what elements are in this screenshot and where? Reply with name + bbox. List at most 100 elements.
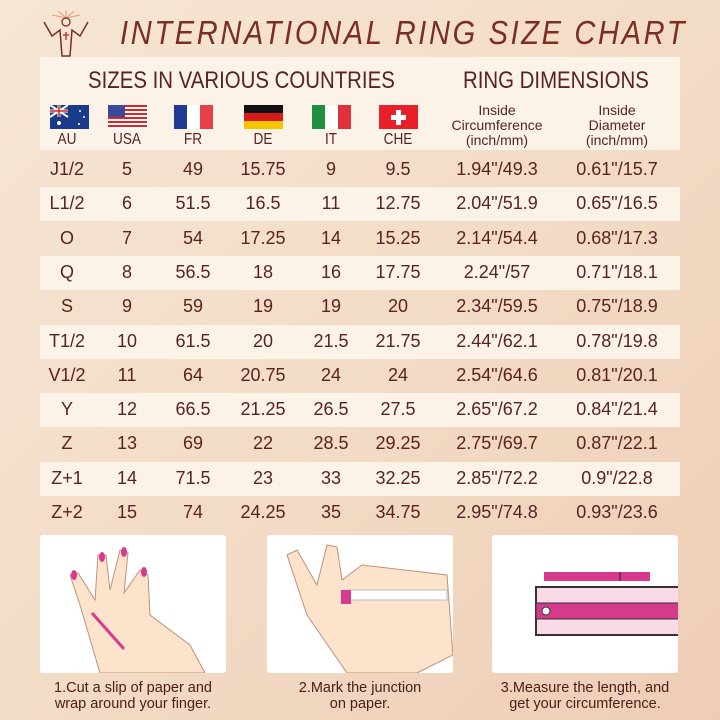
table-cell: 16 [320, 261, 342, 282]
logo-icon [43, 10, 89, 57]
page-title: INTERNATIONAL RING SIZE CHART [120, 14, 688, 51]
table-cell: 0.93"/23.6 [576, 502, 658, 522]
table-cell: 17.75 [375, 261, 421, 282]
table-cell: 14 [320, 227, 342, 248]
table-cell: 11 [321, 193, 341, 214]
table-row: Z 13 69 22 28.5 29.25 2.75"/69.7 0.87"/22.1 [40, 427, 680, 461]
table-cell: T1/2 [48, 330, 86, 351]
table-cell: 32.25 [375, 467, 421, 488]
table-cell: 22 [252, 433, 274, 454]
table-cell: 24 [320, 364, 342, 385]
step2-illustration [267, 535, 453, 673]
table-cell: 69 [182, 433, 204, 454]
table-cell: 0.87"/22.1 [576, 433, 658, 454]
table-cell: 19 [252, 296, 274, 317]
table-cell: 26.5 [313, 399, 349, 420]
step1-illustration [40, 535, 226, 673]
table-cell: 74 [182, 502, 204, 522]
table-cell: 12 [116, 399, 138, 420]
table-cell: 24 [387, 364, 409, 385]
table-cell: 61.5 [175, 330, 211, 351]
section-dimensions: RING DIMENSIONS [463, 67, 649, 94]
table-header: SIZES IN VARIOUS COUNTRIES RING DIMENSIO… [40, 57, 680, 150]
table-cell: 2.24"/57 [463, 261, 531, 282]
column-circumference: Inside Circumference (inch/mm) [451, 102, 543, 148]
column-au: AU [57, 131, 77, 148]
table-cell: 54 [182, 227, 204, 248]
table-cell: 14 [116, 467, 138, 488]
table-cell: 2.44"/62.1 [456, 330, 538, 351]
table-cell: 18 [252, 261, 274, 282]
table-row: S 9 59 19 19 20 2.34"/59.5 0.75"/18.9 [40, 290, 680, 324]
table-cell: Q [59, 261, 74, 282]
table-cell: 51.5 [175, 193, 211, 214]
table-cell: 33 [320, 467, 342, 488]
italy-flag-icon [312, 105, 351, 129]
table-cell: Y [60, 399, 73, 420]
table-cell: 0.78"/19.8 [576, 330, 658, 351]
table-cell: 21.25 [240, 399, 286, 420]
table-cell: 2.85"/72.2 [456, 467, 538, 488]
table-cell: Z [61, 433, 73, 454]
step1-caption: 1.Cut a slip of paper and wrap around you… [54, 680, 212, 712]
step3-illustration [492, 535, 678, 673]
column-fr: FR [183, 131, 203, 148]
table-cell: S [60, 296, 73, 317]
table-cell: J1/2 [49, 159, 85, 179]
table-cell: 1.94"/49.3 [456, 159, 538, 179]
table-cell: O [59, 227, 74, 248]
column-it: IT [324, 131, 338, 148]
table-cell: 0.9"/22.8 [581, 467, 653, 488]
table-cell: 12.75 [375, 193, 421, 214]
table-cell: 9.5 [385, 159, 411, 179]
table-cell: 6 [121, 193, 132, 214]
table-row: T1/2 10 61.5 20 21.5 21.75 2.44"/62.1 0.78"/19.… [40, 324, 680, 359]
table-row: Q 8 56.5 18 16 17.75 2.24"/57 0.71"/18.1 [40, 255, 680, 290]
table-row: Y 12 66.5 21.25 26.5 27.5 2.65"/67.2 0.84"/21.4 [40, 393, 680, 428]
table-row: V1/2 11 64 20.75 24 24 2.54"/64.6 0.81"/20.1 [40, 359, 680, 393]
column-usa: USA [113, 131, 141, 148]
table-cell: 2.04"/51.9 [456, 193, 538, 214]
table-cell: 5 [121, 159, 132, 179]
table-cell: 35 [320, 502, 342, 522]
table-cell: L1/2 [49, 193, 85, 214]
switzerland-flag-icon [379, 105, 418, 129]
table-cell: 17.25 [240, 227, 286, 248]
table-cell: 21.75 [375, 330, 421, 351]
step2-caption: 2.Mark the junction on paper. [298, 680, 422, 712]
table-cell: 2.95"/74.8 [456, 502, 538, 522]
table-cell: 20 [252, 330, 274, 351]
table-cell: 16.5 [245, 193, 281, 214]
table-cell: 11 [117, 364, 137, 385]
section-countries: SIZES IN VARIOUS COUNTRIES [88, 67, 395, 94]
table-cell: 9 [325, 159, 336, 179]
column-de: DE [253, 131, 273, 148]
table-cell: 2.14"/54.4 [456, 227, 538, 248]
table-cell: 2.75"/69.7 [456, 433, 538, 454]
table-cell: 21.5 [313, 330, 349, 351]
table-cell: 28.5 [313, 433, 349, 454]
table-cell: 7 [121, 227, 132, 248]
table-cell: 0.84"/21.4 [576, 399, 658, 420]
table-cell: Z+1 [51, 467, 83, 488]
table-cell: 9 [121, 296, 132, 317]
table-cell: 64 [182, 364, 204, 385]
australia-flag-icon [50, 105, 89, 129]
table-cell: Z+2 [51, 502, 83, 522]
table-row: J1/2 5 49 15.75 9 9.5 1.94"/49.3 0.61"/15.7 [40, 153, 680, 187]
table-cell: 34.75 [375, 502, 421, 522]
column-diameter: Inside Diameter (inch/mm) [585, 102, 649, 148]
table-cell: 0.81"/20.1 [576, 364, 658, 385]
table-row: Z+2 15 74 24.25 35 34.75 2.95"/74.8 0.93"/23.6 [40, 496, 680, 530]
table-cell: 29.25 [375, 433, 421, 454]
table-cell: 0.65"/16.5 [576, 193, 658, 214]
table-cell: 19 [320, 296, 342, 317]
table-cell: 59 [182, 296, 204, 317]
table-cell: 2.54"/64.6 [456, 364, 538, 385]
table-cell: 24.25 [240, 502, 286, 522]
table-cell: 0.68"/17.3 [576, 227, 658, 248]
germany-flag-icon [244, 105, 283, 129]
table-cell: 23 [252, 467, 274, 488]
table-cell: 15.25 [375, 227, 421, 248]
step3-caption: 3.Measure the length, and get your circum… [500, 680, 670, 712]
